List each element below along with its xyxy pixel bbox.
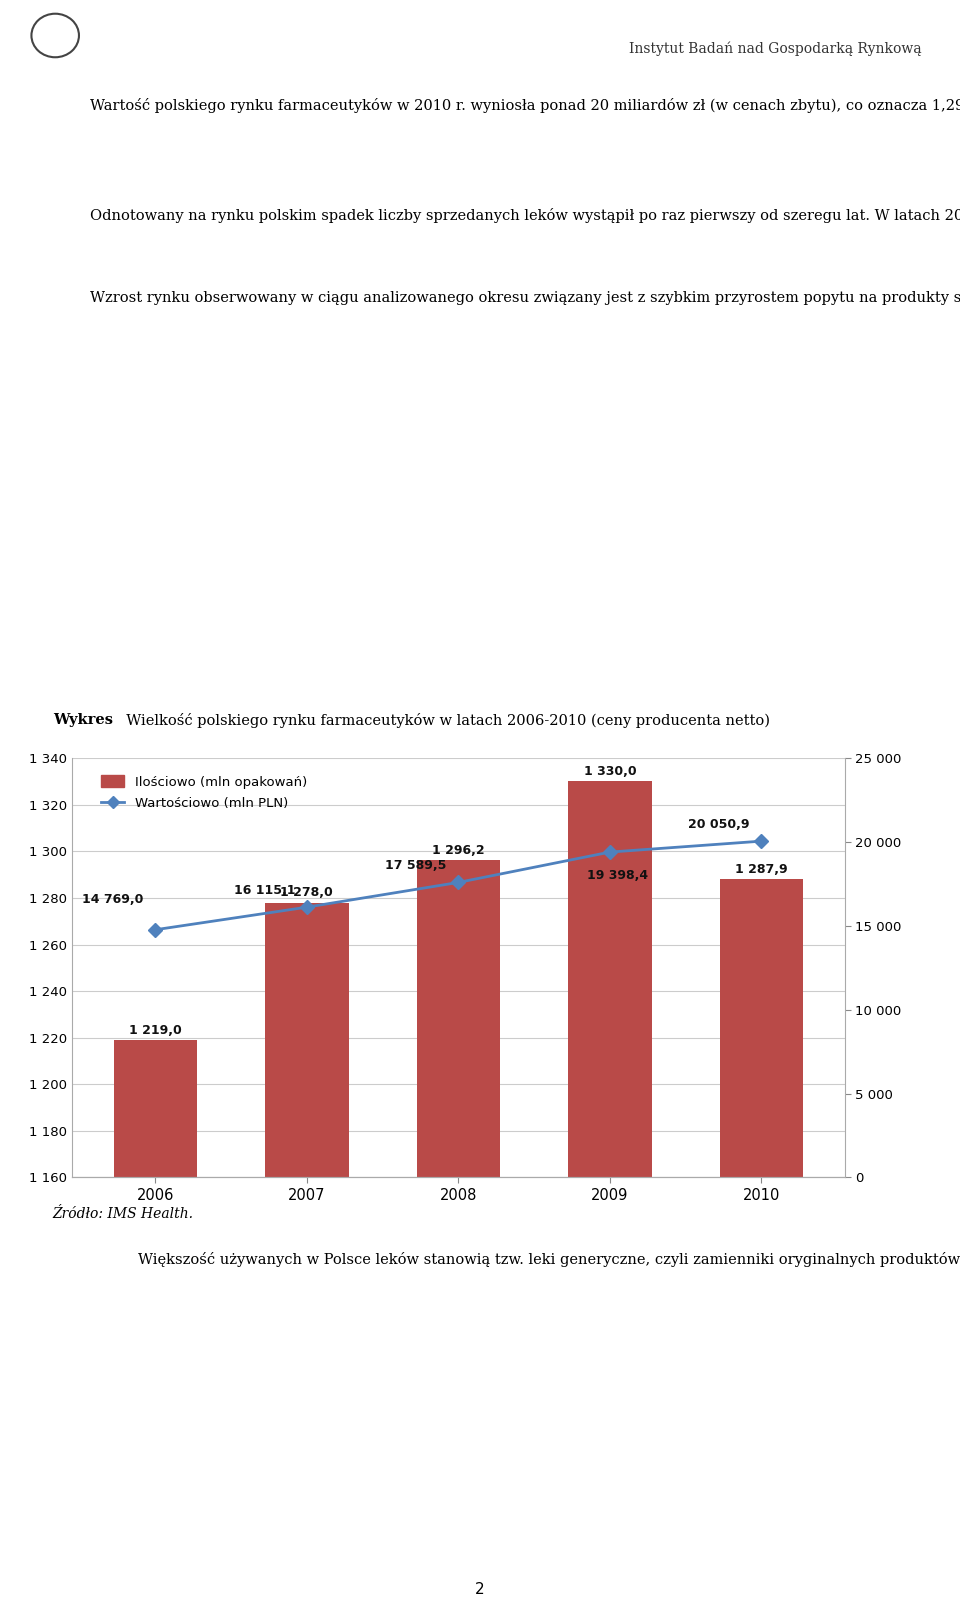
Text: Odnotowany na rynku polskim spadek liczby sprzedanych leków wystąpił po raz pier: Odnotowany na rynku polskim spadek liczb… [53,208,960,223]
Text: 1 219,0: 1 219,0 [129,1024,181,1037]
Text: 16 115,1: 16 115,1 [233,884,295,897]
Bar [568,781,652,1613]
Text: 1 287,9: 1 287,9 [735,863,788,876]
Text: 1 296,2: 1 296,2 [432,844,485,857]
Text: Źródło: IMS Health.: Źródło: IMS Health. [53,1207,194,1221]
Text: Wzrost rynku obserwowany w ciągu analizowanego okresu związany jest z szybkim pr: Wzrost rynku obserwowany w ciągu analizo… [53,290,960,305]
Text: 14 769,0: 14 769,0 [83,894,144,907]
Bar [113,1040,197,1613]
Text: 19 398,4: 19 398,4 [587,869,648,882]
Text: 2: 2 [475,1582,485,1597]
Text: Większość używanych w Polsce leków stanowią tzw. leki generyczne, czyli zamienni: Większość używanych w Polsce leków stano… [101,1252,960,1266]
Text: 1 330,0: 1 330,0 [584,765,636,777]
Legend: Ilościowo (mln opakowań), Wartościowo (mln PLN): Ilościowo (mln opakowań), Wartościowo (m… [94,769,314,816]
Text: Instytut Badań nad Gospodarką Rynkową: Instytut Badań nad Gospodarką Rynkową [629,42,922,56]
Text: 20 050,9: 20 050,9 [688,818,750,831]
Bar [417,860,500,1613]
Text: Wykres: Wykres [53,713,113,727]
Text: 17 589,5: 17 589,5 [385,860,446,873]
Bar [720,879,804,1613]
Bar [265,903,348,1613]
Text: Wielkość polskiego rynku farmaceutyków w latach 2006-2010 (ceny producenta netto: Wielkość polskiego rynku farmaceutyków w… [117,713,770,727]
Text: 1 278,0: 1 278,0 [280,886,333,898]
Text: Wartość polskiego rynku farmaceutyków w 2010 r. wyniosła ponad 20 miliardów zł (: Wartość polskiego rynku farmaceutyków w … [53,98,960,113]
